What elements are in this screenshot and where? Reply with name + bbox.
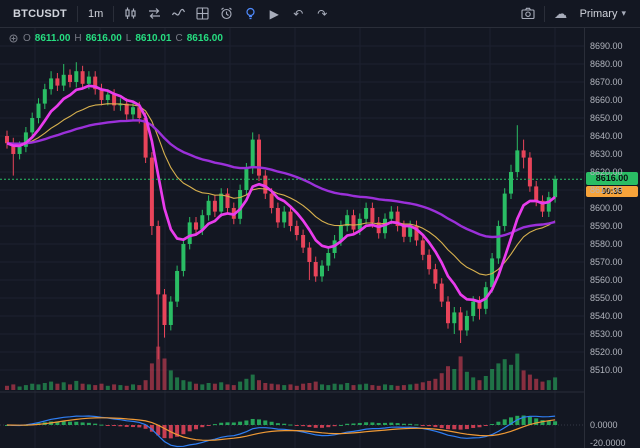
cloud-save-icon[interactable]: ☁	[554, 6, 568, 21]
price-tick-label: 8570.00	[590, 257, 623, 267]
toolbar-divider	[113, 5, 115, 22]
low-value: 8610.01	[135, 33, 172, 44]
close-value: 8616.00	[186, 33, 223, 44]
close-label: C	[175, 33, 183, 44]
price-tick-label: 8510.00	[590, 365, 623, 375]
series-visibility-icon[interactable]	[8, 33, 19, 44]
indicator-axis-label: -20.0000	[590, 438, 626, 448]
open-label: O	[23, 33, 31, 44]
redo-icon[interactable]: ↷	[317, 6, 328, 21]
symbol-button[interactable]: BTCUSDT	[13, 7, 67, 20]
top-toolbar: BTCUSDT 1m	[0, 0, 640, 28]
toolbar-divider	[76, 5, 78, 22]
high-value: 8616.00	[85, 33, 122, 44]
price-tick-label: 8650.00	[590, 113, 623, 123]
candlestick-style-icon[interactable]	[119, 3, 141, 25]
ema-fast-yellow	[6, 103, 556, 276]
price-tick-label: 8540.00	[590, 311, 623, 321]
last-price-badge: 8616.00	[586, 172, 638, 185]
price-tick-label: 8590.00	[590, 221, 623, 231]
macd-lines-layer	[6, 415, 556, 448]
price-tick-label: 8610.00	[590, 185, 623, 195]
grid-layer	[0, 28, 584, 448]
high-label: H	[74, 33, 82, 44]
replay-icon[interactable]: ▶	[269, 6, 279, 21]
price-tick-label: 8680.00	[590, 59, 623, 69]
price-tick-label: 8560.00	[590, 275, 623, 285]
layout-dropdown[interactable]: Primary ▾	[574, 3, 632, 25]
price-tick-label: 8690.00	[590, 41, 623, 51]
price-tick-label: 8530.00	[590, 329, 623, 339]
ohlc-legend: O 8611.00 H 8616.00 L 8610.01 C 8616.00	[8, 33, 223, 44]
curve-indicator-icon[interactable]	[167, 3, 189, 25]
price-tick-label: 8670.00	[590, 77, 623, 87]
candles-layer	[5, 62, 558, 360]
price-tick-label: 8660.00	[590, 95, 623, 105]
compare-icon[interactable]	[143, 3, 165, 25]
chevron-down-icon: ▾	[621, 8, 626, 18]
toolbar-divider	[543, 5, 545, 22]
ema-slow-purple	[6, 119, 556, 239]
interval-button[interactable]: 1m	[87, 7, 104, 20]
price-tick-label: 8550.00	[590, 293, 623, 303]
volume-layer	[5, 346, 558, 390]
ema-mid-pink	[6, 84, 556, 304]
alarm-clock-icon[interactable]	[215, 3, 237, 25]
idea-bulb-icon[interactable]	[239, 3, 261, 25]
price-tick-label: 8630.00	[590, 149, 623, 159]
price-tick-label: 8600.00	[590, 203, 623, 213]
layout-grid-icon[interactable]	[191, 3, 213, 25]
chart-canvas[interactable]	[0, 28, 584, 448]
price-tick-label: 8580.00	[590, 239, 623, 249]
undo-icon[interactable]: ↶	[293, 6, 304, 21]
price-axis[interactable]: 8616.00 00:35 0.0000 -20.0000 8690.00 868…	[584, 28, 640, 448]
price-tick-label: 8620.00	[590, 167, 623, 177]
layout-dropdown-label: Primary	[579, 7, 618, 20]
camera-screenshot-icon[interactable]	[517, 3, 539, 25]
price-tick-label: 8520.00	[590, 347, 623, 357]
open-value: 8611.00	[34, 33, 71, 44]
indicator-axis-label: 0.0000	[590, 420, 618, 430]
low-label: L	[125, 33, 132, 44]
bar-countdown-badge: 00:35	[586, 186, 638, 197]
moving-averages-layer	[6, 84, 556, 304]
price-tick-label: 8640.00	[590, 131, 623, 141]
